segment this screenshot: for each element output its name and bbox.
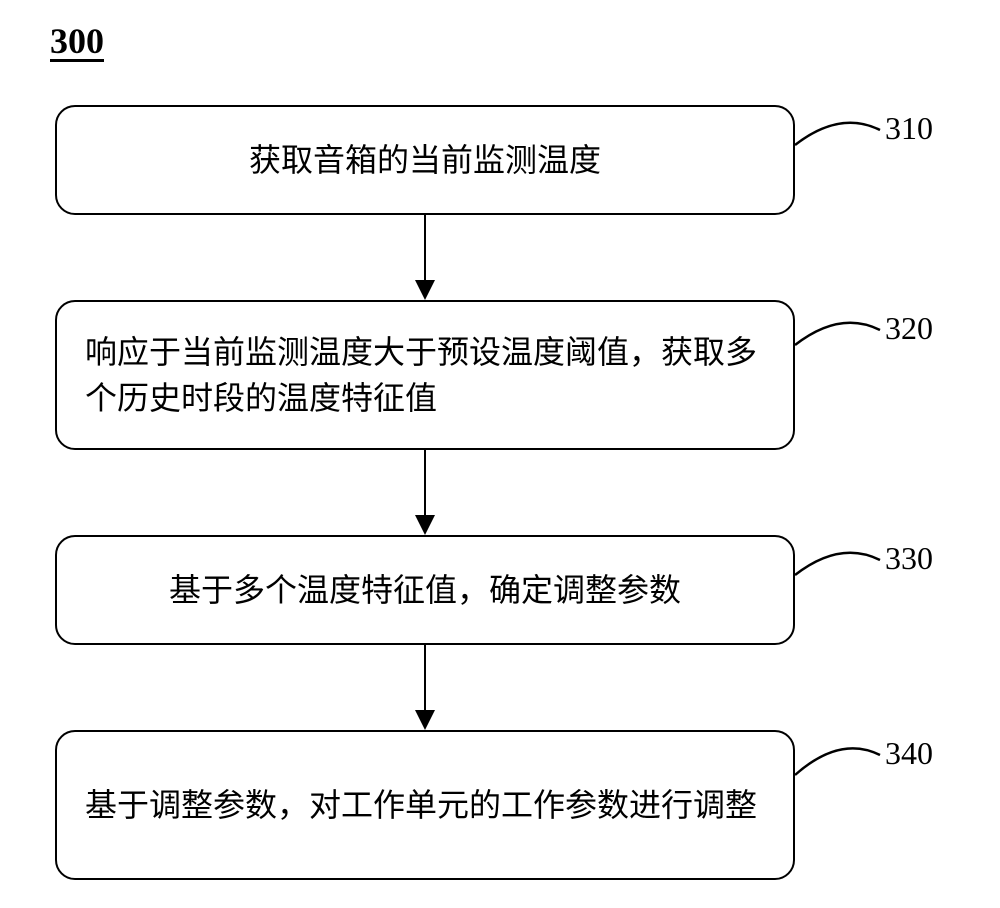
arrow-head-1 [415,280,435,300]
arrow-head-2 [415,515,435,535]
arrow-head-3 [415,710,435,730]
flowchart-canvas: 300 获取音箱的当前监测温度310响应于当前监测温度大于预设温度阈值，获取多个… [0,0,1000,908]
arrow-line-1 [424,215,426,280]
leader-340 [0,0,1000,908]
arrow-line-3 [424,645,426,710]
arrow-line-2 [424,450,426,515]
